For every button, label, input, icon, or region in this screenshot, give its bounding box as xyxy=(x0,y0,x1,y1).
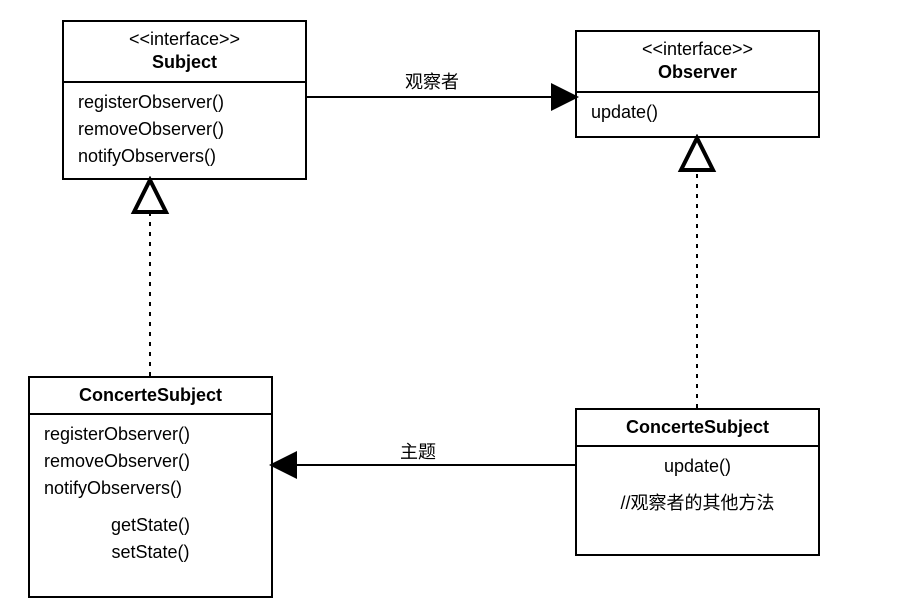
uml-methods: update() xyxy=(577,93,818,132)
uml-class-concrete-subject: ConcerteSubject registerObserver() remov… xyxy=(28,376,273,598)
class-name: ConcerteSubject xyxy=(40,384,261,407)
uml-header: <<interface>> Observer xyxy=(577,32,818,93)
method: notifyObservers() xyxy=(44,475,257,502)
class-name: Observer xyxy=(587,61,808,84)
method: removeObserver() xyxy=(44,448,257,475)
edge-label-observer: 观察者 xyxy=(405,68,459,94)
method: registerObserver() xyxy=(78,89,291,116)
uml-methods: update() //观察者的其他方法 xyxy=(577,447,818,523)
method: setState() xyxy=(44,539,257,566)
method-group: registerObserver() removeObserver() noti… xyxy=(44,421,257,502)
method: removeObserver() xyxy=(78,116,291,143)
method-group: update() xyxy=(591,453,804,480)
note: //观察者的其他方法 xyxy=(591,490,804,517)
stereotype-label: <<interface>> xyxy=(587,38,808,61)
stereotype-label: <<interface>> xyxy=(74,28,295,51)
method-note: //观察者的其他方法 xyxy=(591,490,804,517)
class-name: ConcerteSubject xyxy=(587,416,808,439)
class-name: Subject xyxy=(74,51,295,74)
method: registerObserver() xyxy=(44,421,257,448)
uml-header: <<interface>> Subject xyxy=(64,22,305,83)
method: getState() xyxy=(44,512,257,539)
method: notifyObservers() xyxy=(78,143,291,170)
uml-class-concrete-observer: ConcerteSubject update() //观察者的其他方法 xyxy=(575,408,820,556)
uml-class-observer-interface: <<interface>> Observer update() xyxy=(575,30,820,138)
uml-methods: registerObserver() removeObserver() noti… xyxy=(64,83,305,176)
edge-label-topic: 主题 xyxy=(400,438,436,464)
method-group: getState() setState() xyxy=(44,512,257,566)
uml-header: ConcerteSubject xyxy=(577,410,818,447)
uml-methods: registerObserver() removeObserver() noti… xyxy=(30,415,271,572)
uml-header: ConcerteSubject xyxy=(30,378,271,415)
method: update() xyxy=(591,99,804,126)
method: update() xyxy=(591,453,804,480)
uml-class-subject-interface: <<interface>> Subject registerObserver()… xyxy=(62,20,307,180)
